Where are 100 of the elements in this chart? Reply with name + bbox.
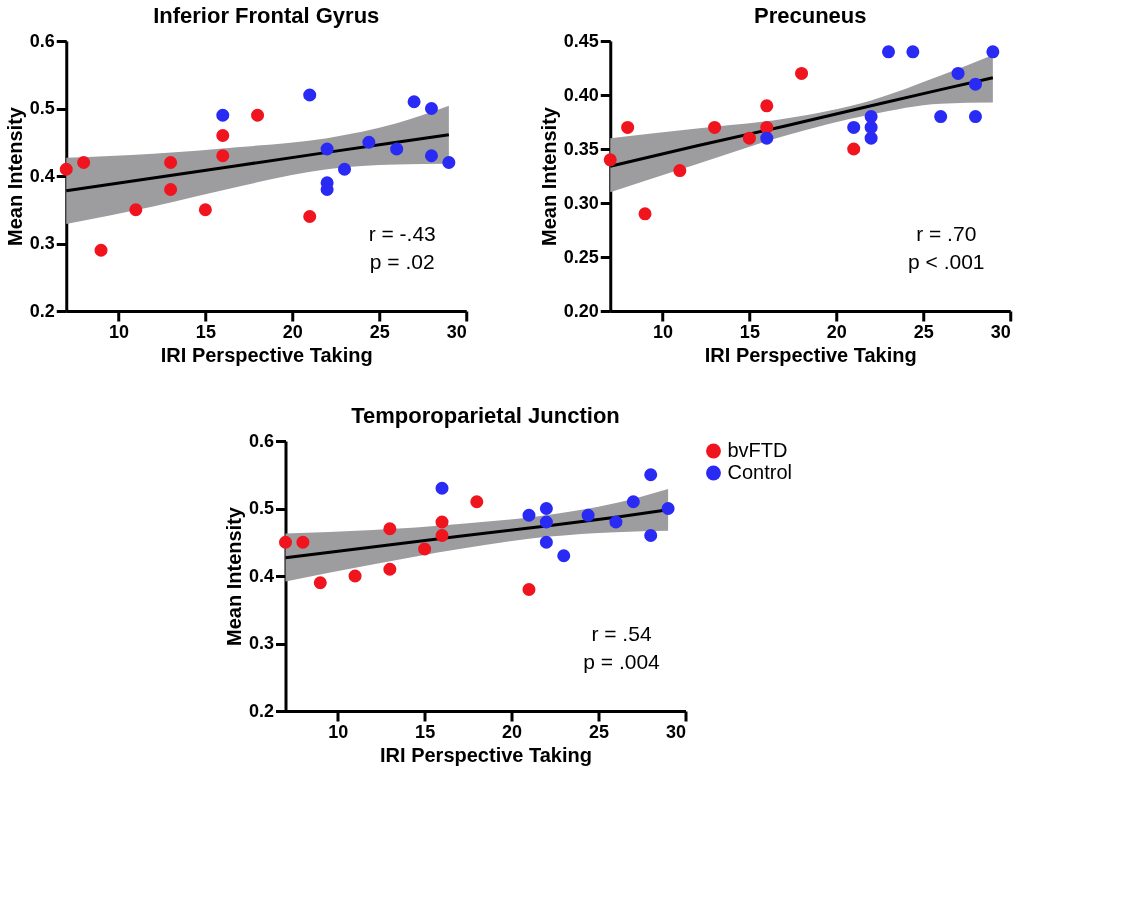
point [906,45,920,59]
y-tick-label: 0.45 [563,30,599,51]
point [442,155,456,170]
point [313,576,327,590]
point [383,522,397,536]
y-tick-label: 0.40 [563,84,599,105]
x-tick-label: 15 [739,321,760,342]
point [383,562,397,576]
y-axis-title: Mean Intensity [3,106,26,246]
point [424,149,438,163]
point [951,66,965,80]
point [164,182,178,197]
annotation: r = .70 [916,222,977,246]
annotation: r = -.43 [368,222,436,246]
point [638,207,652,221]
x-axis-title: IRI Perspective Taking [704,343,917,366]
point [94,243,108,257]
x-tick-label: 20 [282,321,303,342]
point [418,542,432,556]
point [470,495,484,509]
annotation: r = .54 [591,622,652,646]
point [742,131,756,145]
point [986,45,1000,59]
point [760,99,774,113]
y-tick-label: 0.2 [29,300,55,321]
x-tick-label: 15 [415,721,436,742]
point [539,501,553,516]
point [539,535,553,549]
point [390,142,404,156]
point [435,481,449,495]
point [296,535,310,549]
point [968,110,982,124]
point [581,508,595,522]
point [348,569,362,583]
y-tick-label: 0.2 [248,700,274,721]
point [216,128,230,143]
y-axis-title: Mean Intensity [222,506,245,646]
point [198,203,212,217]
legend-label: bvFTD [727,439,788,461]
point [407,95,421,109]
point [362,135,376,149]
x-tick-label: 15 [195,321,216,342]
y-tick-label: 0.5 [29,98,55,118]
point [435,528,449,543]
point [644,468,658,482]
point [760,131,774,145]
x-tick-label: 25 [369,321,390,342]
point [129,203,143,217]
point [644,528,658,543]
annotation: p < .001 [908,250,985,274]
point [164,155,178,170]
chart-title: Inferior Frontal Gyrus [153,3,380,28]
point [673,164,687,178]
point [795,66,809,80]
x-tick-label: 20 [502,721,523,742]
y-tick-label: 0.6 [248,430,274,451]
x-tick-label: 20 [826,321,847,342]
point [603,153,617,167]
point [847,120,861,134]
x-axis-title: IRI Perspective Taking [160,343,373,366]
point [539,515,553,529]
point [59,162,73,176]
point [847,142,861,156]
x-tick-label: 25 [589,721,610,742]
point [621,120,635,134]
x-tick-label: 30 [990,321,1011,342]
y-tick-label: 0.5 [248,498,274,518]
y-tick-label: 0.35 [563,138,599,159]
x-axis-title: IRI Perspective Taking [380,743,592,766]
point [77,155,91,170]
point [522,508,536,522]
y-tick-label: 0.3 [248,633,274,653]
y-tick-label: 0.6 [29,30,55,51]
legend-label: Control [727,461,792,483]
point [864,120,878,134]
point [708,120,722,134]
point [435,515,449,529]
x-tick-label: 30 [665,721,686,742]
point [760,120,774,134]
annotation: p = .004 [583,650,661,674]
x-tick-label: 25 [913,321,934,342]
point [522,582,536,597]
point [626,495,640,509]
point [661,501,675,516]
chart-title: Temporoparietal Junction [351,403,620,428]
x-tick-label: 10 [108,321,129,342]
point [303,88,317,102]
point [881,45,896,59]
point [557,549,571,563]
chart-title: Precuneus [754,3,867,28]
point [278,535,293,549]
point [216,149,230,163]
y-axis-title: Mean Intensity [537,106,560,246]
point [251,108,265,122]
annotation: p = .02 [369,250,435,274]
y-tick-label: 0.30 [563,192,599,213]
y-tick-label: 0.20 [563,300,599,321]
x-tick-label: 10 [328,721,349,742]
y-tick-label: 0.4 [29,165,55,186]
point [303,209,317,224]
